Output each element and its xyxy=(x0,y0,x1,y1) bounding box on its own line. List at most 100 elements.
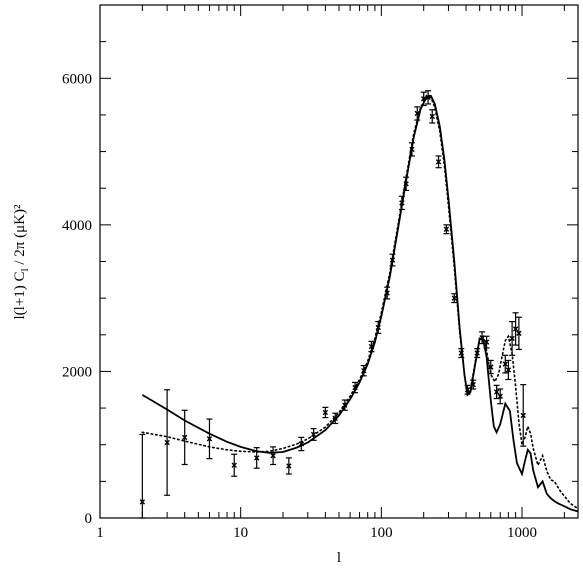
data-point xyxy=(384,286,391,300)
point-marker xyxy=(270,453,276,459)
data-point xyxy=(451,293,458,304)
data-point xyxy=(509,320,516,356)
axis-ticks xyxy=(99,4,578,519)
point-marker xyxy=(231,462,237,468)
point-marker xyxy=(443,226,450,232)
point-marker xyxy=(429,113,435,120)
data-point xyxy=(398,195,405,211)
point-marker xyxy=(286,463,292,469)
point-marker xyxy=(409,146,415,153)
point-marker xyxy=(512,326,519,332)
data-point xyxy=(206,418,213,460)
data-point xyxy=(414,106,421,121)
point-marker xyxy=(493,389,500,395)
data-point xyxy=(425,90,432,105)
data-point xyxy=(479,331,486,345)
point-marker xyxy=(361,368,367,374)
point-marker xyxy=(375,324,381,331)
data-point xyxy=(483,335,490,349)
data-point xyxy=(139,433,146,519)
data-point xyxy=(502,354,509,374)
y-axis-label-main: l(l+1) C xyxy=(12,271,28,319)
x-tick-label: 1000 xyxy=(507,525,537,541)
y-tick-label: 4000 xyxy=(62,218,92,234)
model-curves xyxy=(141,94,579,513)
y-tick-label: 0 xyxy=(85,511,93,527)
point-marker xyxy=(435,159,442,165)
point-marker xyxy=(451,295,457,301)
point-marker xyxy=(497,393,503,400)
y-axis-label: l(l+1) Cl / 2π (μK)² xyxy=(12,204,31,319)
data-point xyxy=(403,176,410,192)
data-point xyxy=(368,340,375,353)
solid-model-curve xyxy=(141,94,579,513)
point-marker xyxy=(479,335,485,341)
data-point xyxy=(352,381,359,394)
x-tick-label: 1 xyxy=(96,525,104,541)
data-point xyxy=(429,109,436,124)
data-point xyxy=(420,91,427,107)
data-point xyxy=(285,457,292,475)
point-marker xyxy=(254,455,260,461)
data-point xyxy=(253,447,260,469)
data-point xyxy=(389,253,396,267)
data-points xyxy=(139,90,527,519)
point-marker xyxy=(322,409,329,416)
data-point xyxy=(270,446,277,466)
point-marker xyxy=(502,361,508,367)
point-marker xyxy=(352,384,358,391)
data-point xyxy=(493,384,500,400)
point-marker xyxy=(310,431,317,438)
point-marker xyxy=(425,94,431,101)
data-point xyxy=(443,224,450,235)
data-point xyxy=(360,364,367,377)
point-marker xyxy=(458,350,464,356)
x-tick-label: 10 xyxy=(233,525,248,541)
y-tick-label: 2000 xyxy=(62,364,92,380)
data-point xyxy=(181,409,188,466)
point-marker xyxy=(483,339,490,345)
point-marker xyxy=(488,364,494,370)
point-marker xyxy=(342,402,348,408)
data-point xyxy=(310,427,317,441)
axis-tick-labels: 1 10 100 1000 0 2000 4000 6000 xyxy=(62,71,537,541)
point-marker xyxy=(389,257,396,263)
data-point xyxy=(487,359,494,375)
point-marker xyxy=(399,200,405,206)
point-marker xyxy=(509,335,515,342)
point-marker xyxy=(505,367,512,373)
point-marker xyxy=(384,290,390,296)
data-point xyxy=(322,406,329,419)
data-point xyxy=(464,384,471,395)
point-marker xyxy=(470,381,476,388)
data-point xyxy=(435,155,442,169)
point-marker xyxy=(206,436,213,442)
point-marker xyxy=(516,330,522,337)
data-point xyxy=(497,388,504,405)
point-marker xyxy=(474,350,480,356)
point-marker xyxy=(464,387,471,393)
y-axis-label-rest: / 2π (μK)² xyxy=(12,204,28,268)
data-point xyxy=(515,316,522,351)
point-marker xyxy=(403,181,409,187)
point-marker xyxy=(368,343,375,350)
point-marker xyxy=(181,434,188,441)
point-marker xyxy=(332,415,338,422)
point-marker xyxy=(139,499,146,505)
data-point xyxy=(512,312,519,346)
y-axis-label-subscript: l xyxy=(19,268,31,271)
point-marker xyxy=(298,441,305,447)
y-tick-label: 6000 xyxy=(62,71,92,87)
data-point xyxy=(408,142,415,157)
data-point xyxy=(505,359,512,381)
x-axis-label: l xyxy=(337,550,341,566)
data-point xyxy=(332,412,339,425)
point-marker xyxy=(414,110,420,117)
data-point xyxy=(298,436,305,452)
data-point xyxy=(520,384,527,447)
data-point xyxy=(375,320,382,334)
point-marker xyxy=(420,96,427,102)
x-tick-label: 100 xyxy=(370,525,393,541)
data-point xyxy=(458,348,465,359)
